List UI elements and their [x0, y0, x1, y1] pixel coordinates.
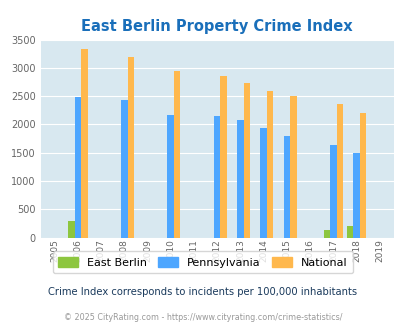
Bar — [323, 230, 329, 238]
Bar — [220, 76, 226, 238]
Bar — [237, 120, 243, 238]
Text: Crime Index corresponds to incidents per 100,000 inhabitants: Crime Index corresponds to incidents per… — [48, 287, 357, 297]
Text: © 2025 CityRating.com - https://www.cityrating.com/crime-statistics/: © 2025 CityRating.com - https://www.city… — [64, 313, 341, 322]
Bar — [260, 128, 266, 238]
Bar — [336, 104, 342, 238]
Bar — [329, 146, 336, 238]
Bar — [213, 116, 220, 238]
Bar — [68, 221, 75, 238]
Bar — [75, 97, 81, 238]
Bar — [346, 226, 352, 238]
Bar — [174, 71, 180, 238]
Bar — [352, 153, 359, 238]
Bar — [359, 113, 365, 238]
Bar — [127, 56, 134, 238]
Bar — [81, 49, 87, 238]
Bar — [266, 90, 273, 238]
Bar — [167, 115, 174, 238]
Bar — [283, 136, 290, 238]
Bar — [243, 83, 249, 238]
Title: East Berlin Property Crime Index: East Berlin Property Crime Index — [81, 19, 352, 34]
Bar — [121, 100, 127, 238]
Legend: East Berlin, Pennsylvania, National: East Berlin, Pennsylvania, National — [53, 251, 352, 273]
Bar — [290, 96, 296, 238]
